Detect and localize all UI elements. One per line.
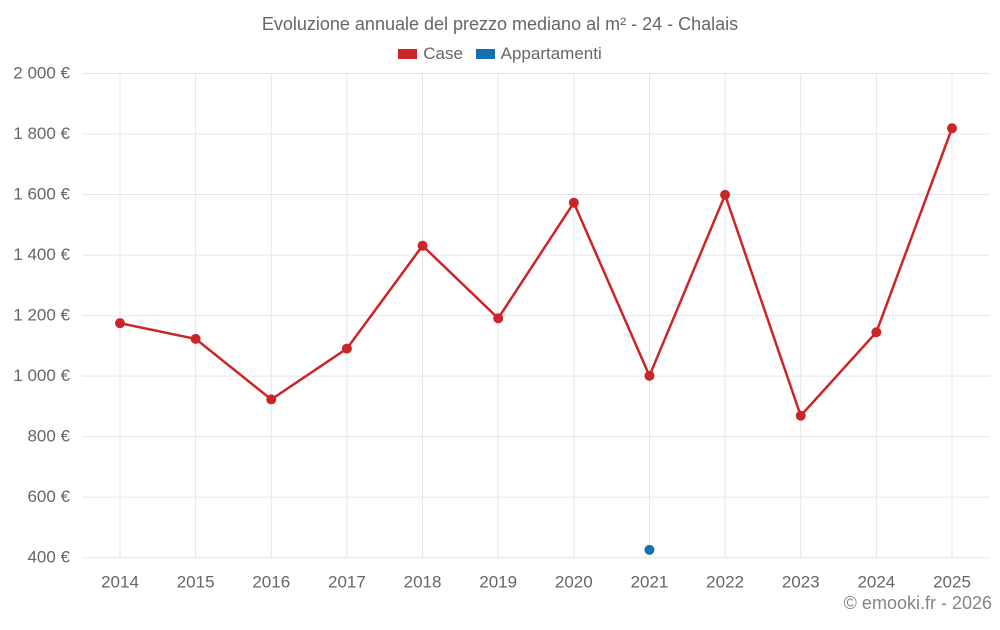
svg-text:1 000 €: 1 000 € (13, 366, 70, 385)
svg-text:2020: 2020 (555, 573, 593, 592)
svg-text:800 €: 800 € (27, 427, 70, 446)
svg-text:600 €: 600 € (27, 487, 70, 506)
svg-text:2018: 2018 (404, 573, 442, 592)
svg-text:2023: 2023 (782, 573, 820, 592)
svg-text:1 200 €: 1 200 € (13, 306, 70, 325)
svg-text:1 600 €: 1 600 € (13, 185, 70, 204)
svg-text:2016: 2016 (252, 573, 290, 592)
svg-text:1 400 €: 1 400 € (13, 245, 70, 264)
svg-text:2019: 2019 (479, 573, 517, 592)
svg-text:2 000 €: 2 000 € (13, 64, 70, 83)
svg-text:2015: 2015 (177, 573, 215, 592)
svg-text:2017: 2017 (328, 573, 366, 592)
svg-text:2025: 2025 (933, 573, 971, 592)
svg-text:2014: 2014 (101, 573, 139, 592)
svg-text:2024: 2024 (857, 573, 895, 592)
svg-text:400 €: 400 € (27, 548, 70, 567)
svg-text:1 800 €: 1 800 € (13, 124, 70, 143)
svg-text:2022: 2022 (706, 573, 744, 592)
svg-text:2021: 2021 (631, 573, 669, 592)
